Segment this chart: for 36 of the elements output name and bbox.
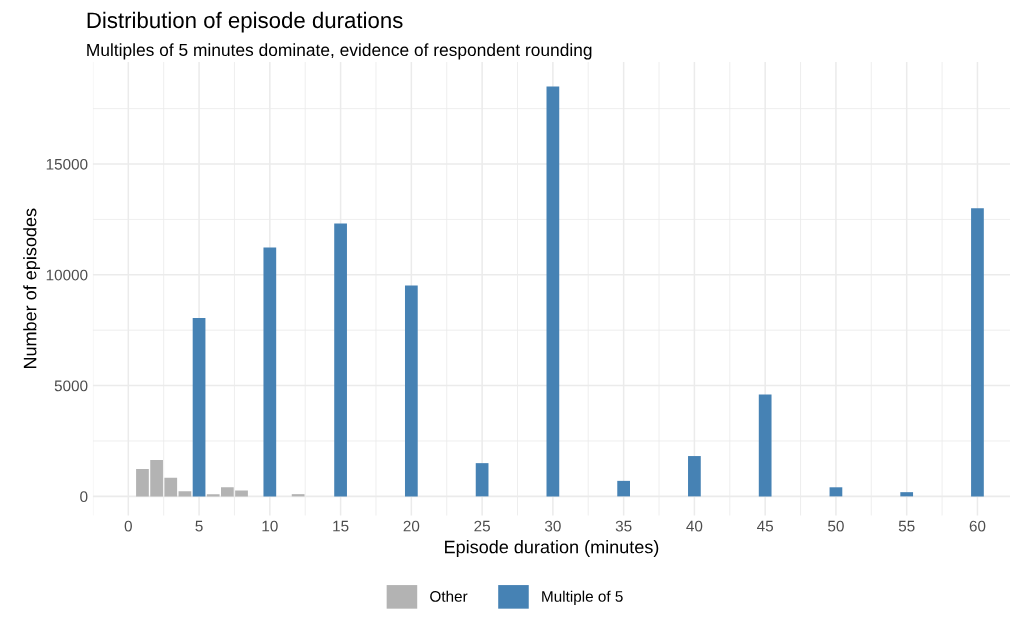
bar xyxy=(758,394,772,497)
x-tick-label: 10 xyxy=(262,520,278,532)
x-tick-label: 60 xyxy=(969,520,986,532)
x-tick-label: 40 xyxy=(686,520,703,532)
x-axis-title: Episode duration (minutes) xyxy=(445,540,659,557)
legend-label: Other xyxy=(430,590,468,602)
bar xyxy=(334,223,347,497)
bar xyxy=(404,285,418,497)
x-tick-label: 55 xyxy=(898,520,915,532)
y-tick-label: 10000 xyxy=(46,269,88,281)
bar xyxy=(688,456,701,497)
x-tick-label: 15 xyxy=(333,520,349,532)
x-tick-label: 45 xyxy=(757,520,774,532)
bar xyxy=(263,247,277,497)
bar xyxy=(900,492,914,497)
bar xyxy=(192,318,206,497)
x-tick-label: 0 xyxy=(124,520,132,532)
bar xyxy=(546,86,560,497)
y-axis-title: Number of episodes xyxy=(23,208,41,369)
chart-subtitle: Multiples of 5 minutes dominate, evidence of respondent rounding xyxy=(87,43,592,60)
x-tick-label: 35 xyxy=(615,520,632,532)
bar xyxy=(971,208,984,497)
x-tick-label: 25 xyxy=(474,520,490,532)
bar xyxy=(178,491,192,497)
bar xyxy=(617,480,631,497)
x-tick-label: 5 xyxy=(195,520,203,532)
y-tick-label: 0 xyxy=(80,491,88,503)
bar xyxy=(475,463,489,497)
x-tick-label: 30 xyxy=(544,520,561,532)
bar xyxy=(829,487,843,497)
legend-label: Multiple of 5 xyxy=(542,590,623,605)
x-tick-label: 20 xyxy=(403,520,420,532)
chart-title: Distribution of episode durations xyxy=(87,11,403,33)
y-tick-label: 15000 xyxy=(46,158,88,170)
x-tick-label: 50 xyxy=(828,520,844,532)
y-tick-label: 5000 xyxy=(54,380,88,392)
